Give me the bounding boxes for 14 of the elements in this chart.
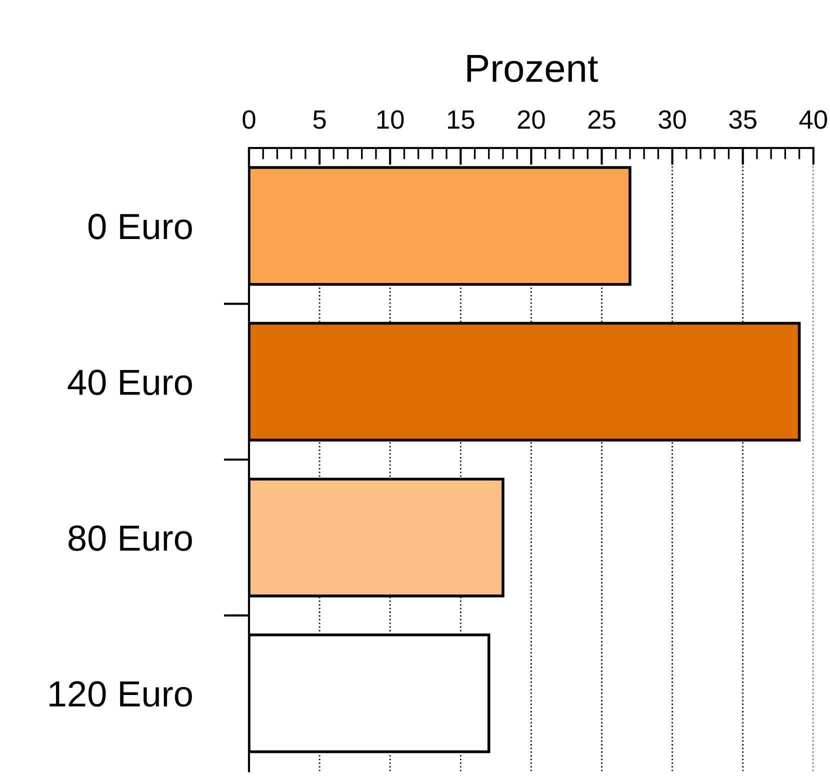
x-tick-label: 5 [313,110,326,129]
y-tick-label: 80 Euro [68,525,192,551]
y-tick-label: 40 Euro [68,370,192,396]
x-tick-label: 15 [448,110,474,129]
x-tick-label: 25 [588,110,616,129]
y-tick-label: 120 Euro [50,681,192,707]
x-tick-label: 35 [729,110,756,129]
x-tick-label: 0 [242,110,256,129]
x-tick-label: 20 [518,110,545,129]
x-tick-label: 40 [799,110,828,129]
x-axis-title: Prozent [467,54,598,82]
y-tick-label: 0 Euro [88,214,192,240]
x-tick-label: 10 [377,110,404,129]
x-tick-label: 30 [658,110,686,129]
